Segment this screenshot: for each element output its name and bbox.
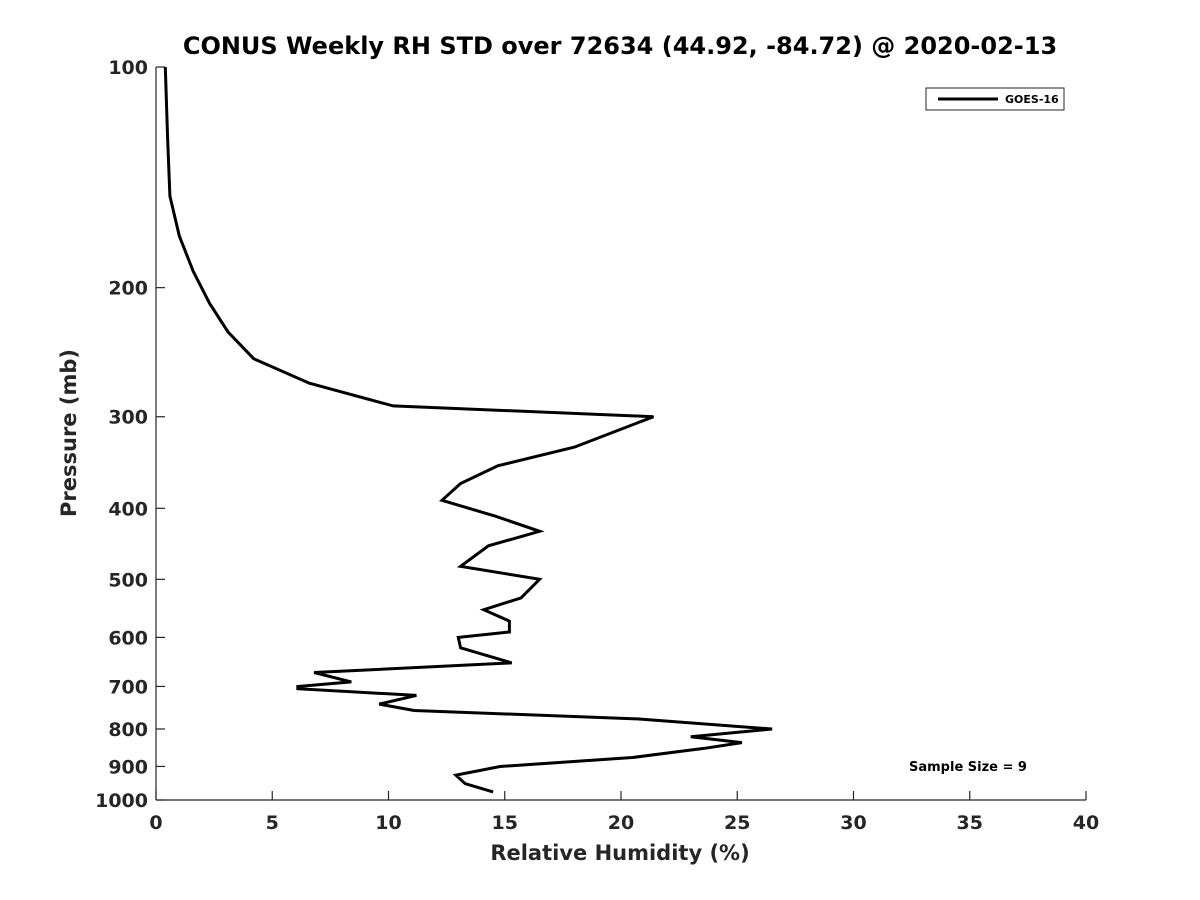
legend-entry-goes-16: GOES-16 (1005, 93, 1059, 106)
y-tick-label: 100 (108, 57, 148, 79)
y-tick-label: 500 (108, 569, 148, 591)
x-tick-label: 25 (724, 812, 750, 834)
x-tick-label: 5 (266, 812, 279, 834)
y-tick-label: 800 (108, 719, 148, 741)
sample-size-annotation: Sample Size = 9 (909, 760, 1027, 775)
y-ticks: 100 200 300 400 500 600 700 800 900 1000 (95, 57, 165, 812)
y-tick-label: 900 (108, 756, 148, 778)
x-tick-label: 20 (608, 812, 634, 834)
x-tick-label: 10 (375, 812, 401, 834)
chart-title: CONUS Weekly RH STD over 72634 (44.92, -… (183, 32, 1057, 60)
y-tick-label: 200 (108, 278, 148, 300)
x-tick-label: 15 (492, 812, 518, 834)
legend: GOES-16 (925, 87, 1065, 111)
series-line-goes-16 (163, 66, 773, 794)
x-tick-label: 35 (957, 812, 983, 834)
y-tick-label: 400 (108, 498, 148, 520)
x-tick-label: 30 (840, 812, 866, 834)
x-tick-label: 40 (1073, 812, 1099, 834)
y-axis-label: Pressure (mb) (57, 349, 81, 517)
axes (155, 67, 1086, 801)
y-tick-label: 300 (108, 407, 148, 429)
y-tick-label: 1000 (95, 790, 148, 812)
x-tick-label: 0 (149, 812, 162, 834)
y-tick-label: 600 (108, 627, 148, 649)
x-ticks: 0 5 10 15 20 25 30 35 40 (149, 791, 1099, 834)
x-axis-label: Relative Humidity (%) (490, 841, 749, 865)
series-group (163, 66, 773, 794)
y-tick-label: 700 (108, 676, 148, 698)
